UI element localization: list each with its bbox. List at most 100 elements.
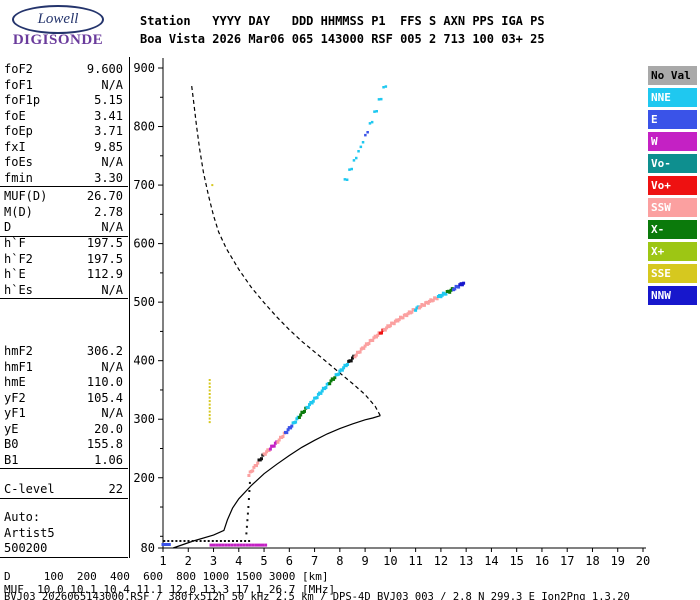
param-artist5: Artist5 xyxy=(0,526,128,542)
y-tick-label: 700 xyxy=(133,178,155,192)
param-value: 9.85 xyxy=(94,139,123,154)
trace-second-hop-echo xyxy=(343,85,388,181)
trace-valley-riser xyxy=(245,481,251,535)
param-label: 500200 xyxy=(4,541,48,555)
param-value: 110.0 xyxy=(86,375,123,389)
param-value: 22 xyxy=(108,482,123,496)
bottomside-profile-line xyxy=(172,415,381,549)
param-label: hmF1 xyxy=(4,359,33,374)
x-tick-label: 17 xyxy=(560,554,574,568)
header-column-titles: Station YYYY DAY DDD HHMMSS P1 FFS S AXN… xyxy=(140,14,545,28)
x-tick-label: 2 xyxy=(185,554,192,568)
param-value: 197.5 xyxy=(86,251,123,266)
param-label: h`E xyxy=(4,267,26,281)
param-fxi: fxI 9.85 xyxy=(0,140,128,156)
x-tick-label: 8 xyxy=(336,554,343,568)
x-tick-label: 4 xyxy=(235,554,242,568)
param-label: Auto: xyxy=(4,510,41,524)
param-label: C-level xyxy=(4,482,55,496)
param-value: N/A xyxy=(101,220,123,234)
param-hf2: h`F2 197.5 xyxy=(0,252,128,268)
lowell-logo-text: Lowell xyxy=(37,11,79,27)
param-b0: B0 155.8 xyxy=(0,437,128,453)
param-fmin: fmin 3.30 xyxy=(0,171,128,187)
param-value: 306.2 xyxy=(86,344,123,358)
param-label: yF1 xyxy=(4,406,26,420)
legend-item-vo-: Vo- xyxy=(648,154,697,173)
param-label: foF1p xyxy=(4,93,41,107)
y-tick-label: 400 xyxy=(133,354,155,368)
trace-f-region-echo xyxy=(247,281,466,477)
x-tick-label: 5 xyxy=(260,554,267,568)
param-foes: foEs N/A xyxy=(0,155,128,171)
header-station-values: Boa Vista 2026 Mar06 065 143000 RSF 005 … xyxy=(140,32,545,46)
param-label: foE xyxy=(4,108,26,123)
legend-item-x+: X+ xyxy=(648,242,697,261)
parameter-group: h`F 197.5 h`F2 197.5 h`E 112.9 h`Es N/A xyxy=(0,236,128,299)
param-hf: h`F 197.5 xyxy=(0,236,128,252)
distance-table-row: D 100 200 400 600 800 1000 1500 3000 [km… xyxy=(4,570,329,583)
topside-profile-line xyxy=(190,84,381,416)
y-tick-label: 80 xyxy=(141,541,155,555)
param-md: M(D) 2.78 xyxy=(0,205,128,221)
param-fof2: foF2 9.600 xyxy=(0,62,128,78)
x-tick-label: 20 xyxy=(636,554,650,568)
param-value: 20.0 xyxy=(94,421,123,436)
y-tick-label: 300 xyxy=(133,412,155,426)
param-value: 112.9 xyxy=(86,267,123,281)
x-tick-label: 11 xyxy=(408,554,422,568)
param-ye: yE 20.0 xyxy=(0,422,128,438)
param-hmf1: hmF1 N/A xyxy=(0,360,128,376)
y-tick-label: 200 xyxy=(133,471,155,485)
param-b1: B1 1.06 xyxy=(0,453,128,469)
param-mufd: MUF(D) 26.70 xyxy=(0,189,128,205)
y-tick-label: 500 xyxy=(133,295,155,309)
param-label: h`Es xyxy=(4,282,33,297)
x-tick-label: 13 xyxy=(459,554,473,568)
lowell-logo-oval: Lowell xyxy=(12,5,104,34)
parameter-group: Auto: Artist5 500200 xyxy=(0,510,128,558)
param-label: yE xyxy=(4,421,19,436)
parameter-group: foF2 9.600 foF1 N/A foF1p 5.15 foE 3.41 foEp 3.71… xyxy=(0,62,128,187)
param-value: 5.15 xyxy=(94,93,123,107)
x-tick-label: 15 xyxy=(509,554,523,568)
trace-noise-row-magenta xyxy=(209,543,268,547)
trace-noise-row-black xyxy=(163,540,251,542)
param-label: hmF2 xyxy=(4,344,33,358)
param-value: 3.41 xyxy=(94,108,123,123)
param-label: foF2 xyxy=(4,62,33,76)
legend-item-nnw: NNW xyxy=(648,286,697,305)
legend-item-x-: X- xyxy=(648,220,697,239)
legend-item-e: E xyxy=(648,110,697,129)
param-value: N/A xyxy=(101,155,123,169)
param-label: foF1 xyxy=(4,77,33,92)
param-label: B0 xyxy=(4,437,19,451)
parameter-group: hmF2 306.2 hmF1 N/A hmE 110.0 yF2 105.4 yF1 N/A yE… xyxy=(0,344,128,469)
param-value: 1.06 xyxy=(94,452,123,467)
y-tick-label: 600 xyxy=(133,237,155,251)
status-line: BVJ03_2026065143000.RSF / 380fx512h 50 k… xyxy=(4,591,630,600)
param-label: h`F2 xyxy=(4,251,33,266)
param-foep: foEp 3.71 xyxy=(0,124,128,140)
param-fof1: foF1 N/A xyxy=(0,78,128,94)
digisonde-logo-text: DIGISONDE xyxy=(12,32,104,48)
x-tick-label: 12 xyxy=(434,554,448,568)
x-tick-label: 18 xyxy=(585,554,599,568)
param-label: hmE xyxy=(4,375,26,389)
param-value: 3.30 xyxy=(94,170,123,185)
trace-sse-speck xyxy=(211,184,214,187)
param-label: fxI xyxy=(4,139,26,154)
x-tick-label: 3 xyxy=(210,554,217,568)
param-yf1: yF1 N/A xyxy=(0,406,128,422)
x-tick-label: 10 xyxy=(383,554,397,568)
param-auto: Auto: xyxy=(0,510,128,526)
param-fof1p: foF1p 5.15 xyxy=(0,93,128,109)
param-value: 105.4 xyxy=(86,390,123,405)
param-hes: h`Es N/A xyxy=(0,283,128,299)
x-tick-label: 6 xyxy=(286,554,293,568)
param-value: 155.8 xyxy=(86,437,123,451)
param-label: D xyxy=(4,220,12,234)
param-value: 9.600 xyxy=(86,62,123,76)
param-value: N/A xyxy=(101,406,123,420)
